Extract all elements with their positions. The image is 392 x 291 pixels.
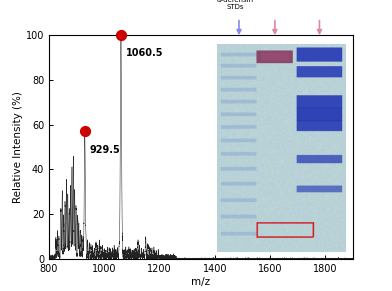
Text: 929.5: 929.5 <box>90 145 120 155</box>
Point <box>82 129 88 134</box>
Text: 1060.5: 1060.5 <box>126 48 163 58</box>
X-axis label: m/z: m/z <box>191 277 211 287</box>
Point <box>118 33 124 37</box>
Y-axis label: Relative Intensity (%): Relative Intensity (%) <box>13 91 23 203</box>
Text: α-defensin
STDs: α-defensin STDs <box>216 0 254 10</box>
